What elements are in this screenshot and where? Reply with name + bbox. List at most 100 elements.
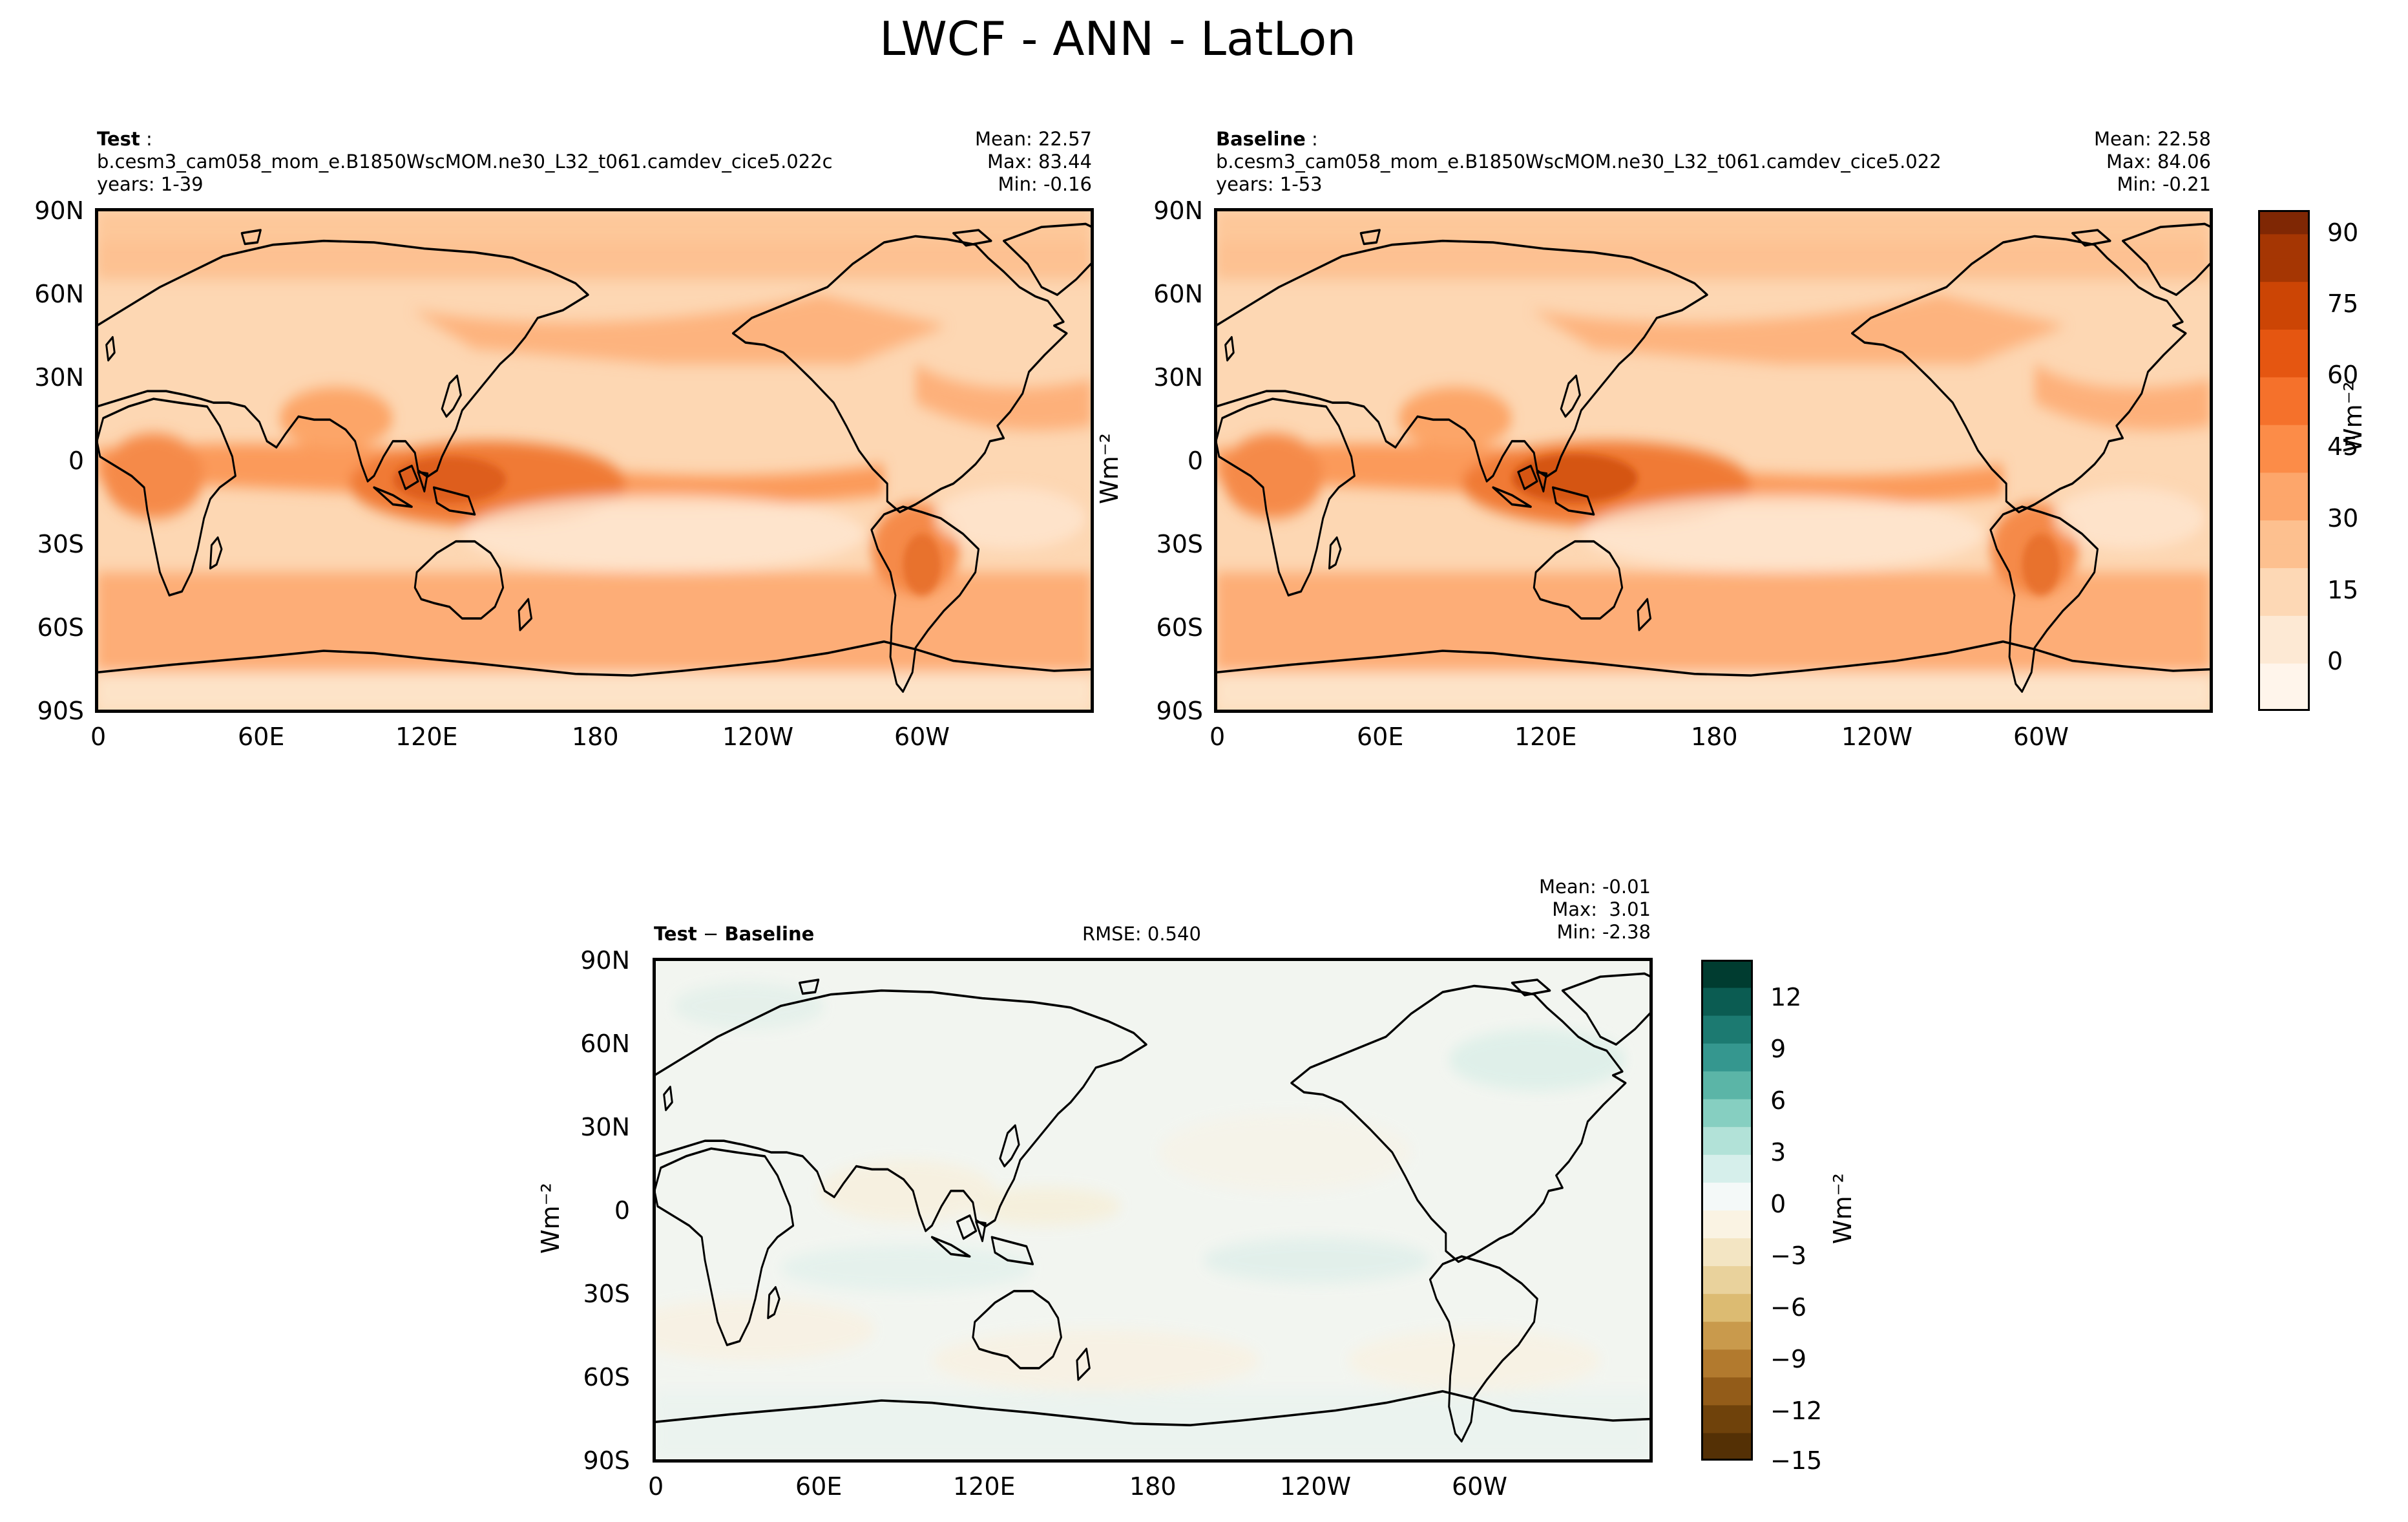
colorbar-step [1701, 988, 1753, 1016]
diff-rmse: RMSE: 0.540 [1082, 923, 1201, 945]
diff-max: Max: 3.01 [1552, 898, 1651, 920]
diff-colorbar-tick: −15 [1770, 1446, 1823, 1475]
colorbar-step [1701, 1238, 1753, 1267]
baseline-lon-tick: 60W [2013, 723, 2069, 751]
diff-lat-tick: 30N [580, 1113, 630, 1141]
colorbar-step [1701, 960, 1753, 988]
colorbar-step [1701, 1432, 1753, 1461]
colorbar-step [2258, 210, 2310, 235]
diff-colorbar-tick: −9 [1770, 1345, 1807, 1373]
baseline-map [1216, 210, 2211, 711]
baseline-lon-tick: 120W [1841, 723, 1913, 751]
baseline-years: years: 1-53 [1216, 173, 1323, 195]
test-lon-tick: 0 [90, 723, 107, 751]
diff-lon-tick: 60W [1452, 1472, 1507, 1501]
diff-lon-tick: 120W [1280, 1472, 1352, 1501]
test-max: Max: 83.44 [987, 151, 1092, 173]
test-years: years: 1-39 [97, 173, 204, 195]
test-lon-tick: 180 [572, 723, 619, 751]
diff-lat-tick: 60N [580, 1030, 630, 1058]
main-colorbar-tick: 45 [2327, 432, 2359, 461]
diff-map-frame [653, 958, 1653, 1463]
colorbar-step [2258, 567, 2310, 592]
colorbar-step [1701, 1349, 1753, 1378]
main-colorbar-tick: 0 [2327, 647, 2343, 675]
colorbar-step [1701, 1210, 1753, 1239]
diff-lon-tick: 60E [795, 1472, 843, 1501]
baseline-lat-tick: 0 [1187, 447, 1203, 475]
baseline-lon-tick: 60E [1357, 723, 1404, 751]
diff-colorbar-tick: 6 [1770, 1086, 1786, 1115]
baseline-lat-tick: 90S [1156, 697, 1203, 725]
test-lon-tick: 120W [722, 723, 794, 751]
diff-label-test: Test [654, 923, 697, 945]
colorbar-step [2258, 544, 2310, 569]
test-lat-tick: 90S [37, 697, 84, 725]
colorbar-step [1701, 1293, 1753, 1322]
colorbar-step [2258, 663, 2310, 688]
diff-colorbar-label: Wm⁻² [1828, 1173, 1857, 1244]
colorbar-step [2258, 353, 2310, 377]
diff-colorbar-tick: 12 [1770, 983, 1802, 1011]
test-case-name: b.cesm3_cam058_mom_e.B1850WscMOM.ne30_L3… [97, 151, 833, 173]
colorbar-step [2258, 329, 2310, 354]
test-label: Test [97, 128, 140, 150]
test-lat-tick: 60N [34, 280, 84, 308]
baseline-lon-tick: 180 [1691, 723, 1738, 751]
baseline-min: Min: -0.21 [2117, 173, 2211, 195]
colorbar-step [1701, 1182, 1753, 1210]
main-colorbar-tick: 15 [2327, 576, 2359, 604]
colorbar-step [1701, 1154, 1753, 1183]
colorbar-step [2258, 687, 2310, 711]
diff-label: Test − Baseline [654, 923, 814, 946]
test-lat-tick: 30S [37, 530, 84, 558]
baseline-lat-tick: 60S [1156, 613, 1203, 642]
test-lon-tick: 120E [395, 723, 458, 751]
diff-colorbar-tick: 3 [1770, 1138, 1786, 1167]
diff-colorbar-tick: −6 [1770, 1293, 1807, 1322]
colorbar-step [2258, 377, 2310, 401]
diff-lat-tick: 90N [580, 946, 630, 975]
colorbar-step [2258, 639, 2310, 664]
main-colorbar [2258, 210, 2310, 711]
colorbar-step [1701, 1321, 1753, 1350]
baseline-ylabel: Wm⁻² [1095, 433, 1124, 504]
baseline-map-frame [1214, 208, 2213, 713]
colorbar-step [2258, 233, 2310, 259]
diff-label-minus: − [696, 923, 725, 945]
diff-mean: Mean: -0.01 [1538, 876, 1651, 898]
colorbar-step [2258, 496, 2310, 521]
baseline-max: Max: 84.06 [2106, 151, 2211, 173]
colorbar-step [1701, 1071, 1753, 1099]
colorbar-step [2258, 305, 2310, 330]
diff-colorbar-tick: −3 [1770, 1242, 1807, 1270]
colorbar-step [1701, 1265, 1753, 1295]
colorbar-step [2258, 615, 2310, 640]
figure-title: LWCF - ANN - LatLon [879, 12, 1356, 66]
diff-colorbar [1701, 960, 1753, 1461]
baseline-lat-tick: 30S [1156, 530, 1203, 558]
colorbar-step [2258, 449, 2310, 473]
colorbar-step [1701, 1404, 1753, 1433]
diff-colorbar-tick: 0 [1770, 1190, 1786, 1218]
baseline-lon-tick: 0 [1209, 723, 1226, 751]
diff-lat-tick: 90S [583, 1446, 630, 1475]
diff-label-baseline: Baseline [724, 923, 815, 945]
test-lat-tick: 0 [68, 447, 84, 475]
test-lon-tick: 60W [894, 723, 950, 751]
colorbar-step [1701, 1126, 1753, 1155]
baseline-lat-tick: 60N [1153, 280, 1203, 308]
test-lat-tick: 90N [34, 196, 84, 225]
baseline-mean: Mean: 22.58 [2093, 128, 2211, 150]
diff-lat-tick: 60S [583, 1363, 630, 1391]
baseline-lat-tick: 30N [1153, 363, 1203, 392]
diff-map [654, 960, 1651, 1461]
test-min: Min: -0.16 [998, 173, 1092, 195]
colorbar-step [2258, 520, 2310, 545]
baseline-label: Baseline [1216, 128, 1306, 150]
colorbar-step [2258, 472, 2310, 497]
colorbar-step [1701, 1015, 1753, 1044]
diff-lat-tick: 0 [614, 1196, 630, 1225]
baseline-label-block: Baseline : [1216, 128, 1318, 150]
colorbar-step [2258, 281, 2310, 306]
